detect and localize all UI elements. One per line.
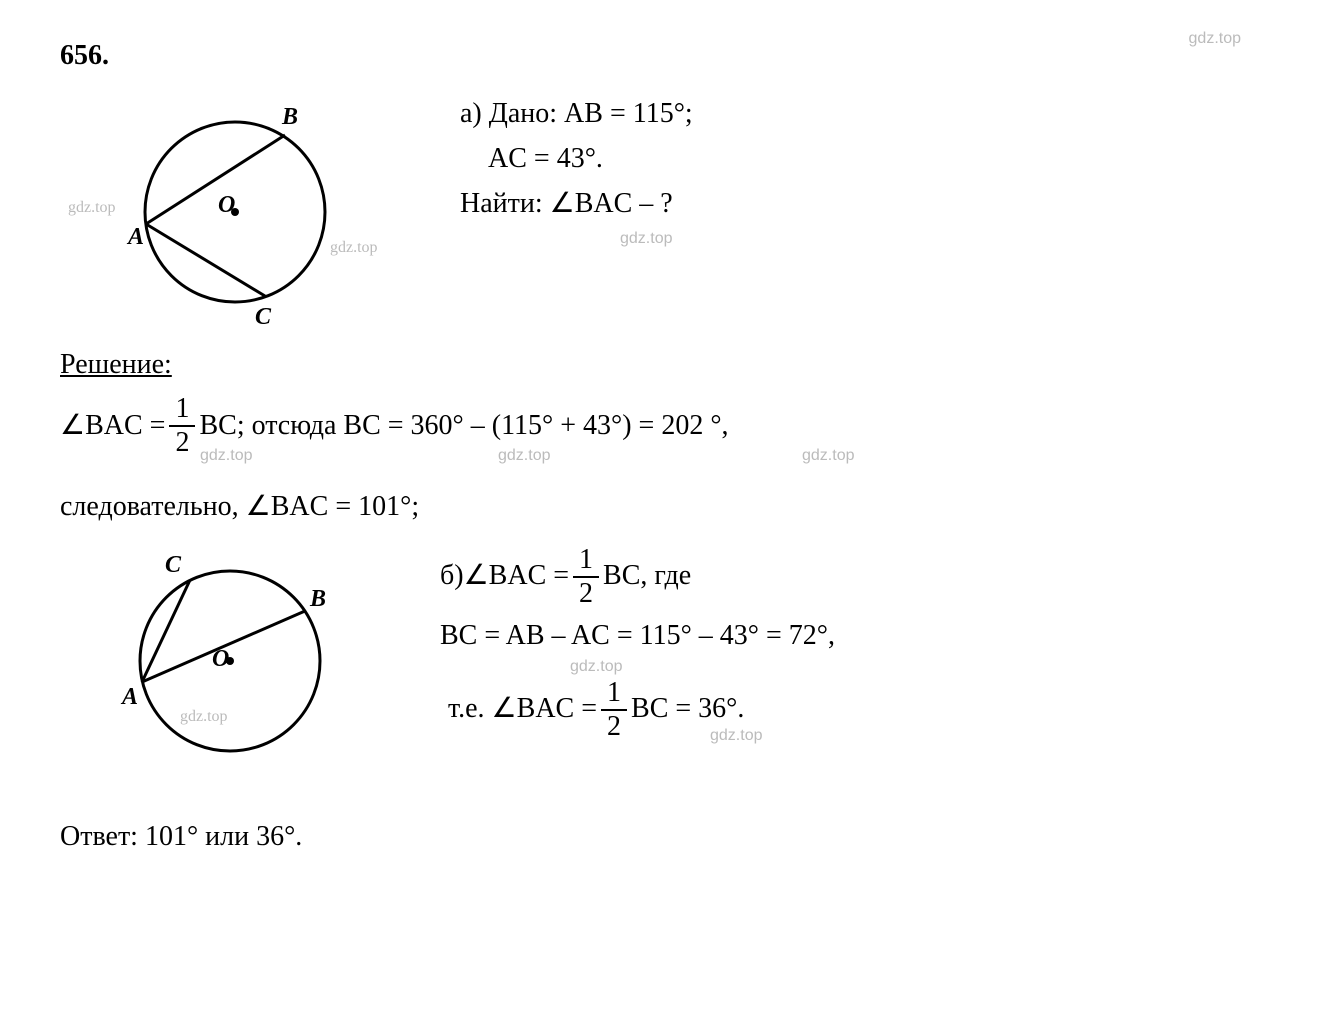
sol1-mid: BC; отсюда BC = 360° – (115° + 43°) = 20… [199, 404, 728, 449]
partb-l2-text: BC = AB – AC = 115° – 43° = 72°, [440, 620, 835, 651]
partb-line-3: т.е. ∠BAC = 1 2 BC = 36°. gdz.top [440, 679, 1261, 741]
diagram-a-label-o: O [218, 192, 235, 218]
diagram-a-label-a: A [126, 224, 144, 250]
given-line-2: AC = 43°. [460, 137, 1261, 182]
diagram-a-block: B A C O gdz.top gdz.top [60, 82, 380, 337]
diagram-a-wm-left: gdz.top [68, 199, 116, 216]
diagram-a-wm-right: gdz.top [330, 239, 378, 256]
row-diagram-a-and-given: B A C O gdz.top gdz.top а) Дано: AB = 11… [60, 82, 1261, 337]
part-b-block: б)∠BAC = 1 2 BC, где BC = AB – AC = 115°… [380, 536, 1261, 747]
wm-sol1-a: gdz.top [200, 443, 252, 469]
diagram-b-label-c: C [165, 552, 182, 578]
wm-partb-2: gdz.top [570, 654, 622, 680]
answer-line: Ответ: 101° или 36°. [60, 821, 1261, 853]
wm-sol1-b: gdz.top [498, 443, 550, 469]
solution-heading: Решение: [60, 349, 1261, 381]
diagram-b-wm: gdz.top [180, 708, 228, 725]
sol1-frac-num: 1 [169, 395, 195, 427]
partb-l3-pre: т.е. ∠BAC = [448, 687, 597, 732]
diagram-b-label-a: A [120, 684, 138, 710]
problem-number: 656. [60, 40, 1261, 72]
sol1-fraction: 1 2 [169, 395, 195, 457]
diagram-b-chord-ac [142, 580, 190, 682]
diagram-a-svg: B A C O gdz.top gdz.top [60, 82, 380, 332]
given-line-1: а) Дано: AB = 115°; [460, 92, 1261, 137]
solution-line-1: ∠BAC = 1 2 BC; отсюда BC = 360° – (115° … [60, 395, 1261, 457]
partb-line-2: BC = AB – AC = 115° – 43° = 72°, gdz.top [440, 614, 1261, 659]
partb-l1-frac-num: 1 [573, 546, 599, 578]
watermark-top-right: gdz.top [1189, 30, 1241, 48]
partb-l3-fraction: 1 2 [601, 679, 627, 741]
diagram-a-label-b: B [281, 104, 298, 130]
diagram-a-label-c: C [255, 304, 272, 330]
row-diagram-b-and-partb: C B A O gdz.top б)∠BAC = 1 2 BC, где BC … [60, 536, 1261, 781]
diagram-a-chord-ac [146, 224, 265, 296]
watermark-under-find: gdz.top [620, 226, 672, 252]
partb-l1-pre: б)∠BAC = [440, 554, 569, 599]
wm-sol1-c: gdz.top [802, 443, 854, 469]
wm-partb-3: gdz.top [710, 723, 762, 749]
partb-l3-frac-den: 2 [601, 711, 627, 741]
diagram-b-svg: C B A O gdz.top [60, 536, 380, 776]
sol1-pre: ∠BAC = [60, 404, 165, 449]
partb-l1-frac-den: 2 [573, 578, 599, 608]
diagram-b-label-b: B [309, 586, 326, 612]
diagram-b-label-o: O [212, 646, 229, 672]
solution-line-2: следовательно, ∠BAC = 101°; [60, 485, 1261, 530]
diagram-a-chord-ab [146, 135, 285, 224]
sol1-frac-den: 2 [169, 427, 195, 457]
given-find: Найти: ∠BAC – ? [460, 182, 1261, 227]
partb-l1-post: BC, где [603, 554, 691, 599]
given-block: а) Дано: AB = 115°; AC = 43°. Найти: ∠BA… [380, 82, 1261, 226]
partb-l3-frac-num: 1 [601, 679, 627, 711]
diagram-b-block: C B A O gdz.top [60, 536, 380, 781]
partb-l1-fraction: 1 2 [573, 546, 599, 608]
partb-line-1: б)∠BAC = 1 2 BC, где [440, 546, 1261, 608]
